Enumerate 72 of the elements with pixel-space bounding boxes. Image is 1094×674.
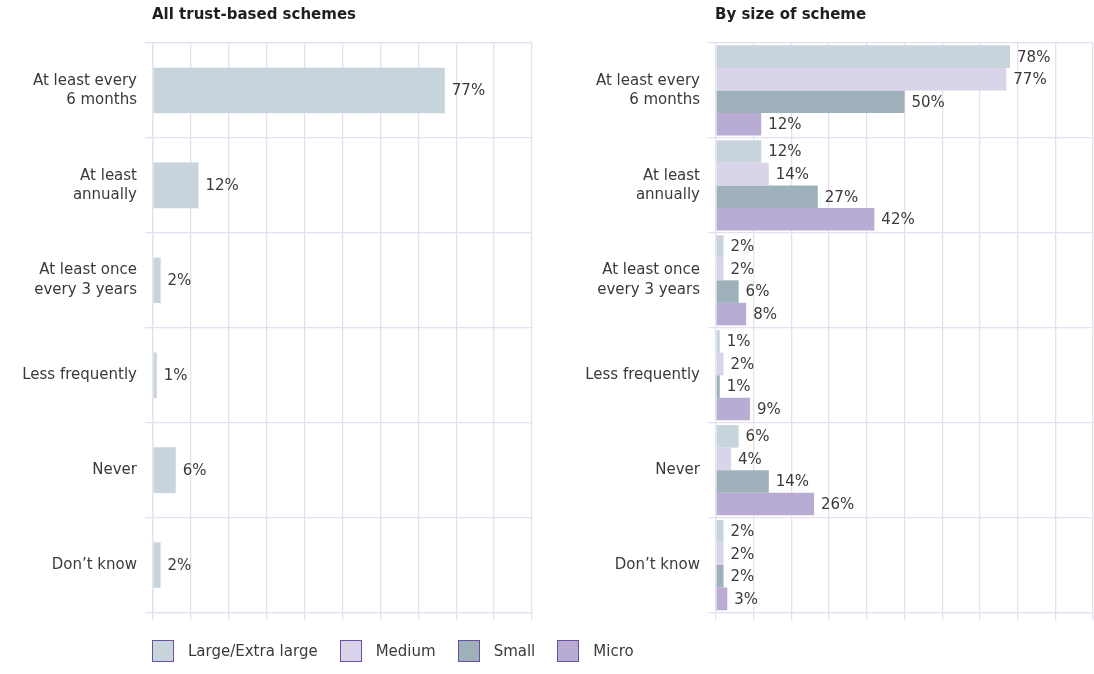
data-label: 14%	[775, 472, 810, 491]
data-label: 2%	[730, 259, 755, 278]
bar	[716, 492, 815, 516]
chart-title: All trust-based schemes	[152, 5, 357, 23]
data-label: 6%	[745, 282, 770, 301]
data-label: 12%	[768, 115, 802, 134]
bar	[153, 67, 445, 114]
data-label: 1%	[163, 366, 188, 385]
data-label: 6%	[182, 461, 207, 480]
data-label: 26%	[821, 494, 855, 513]
y-tick-label: Less frequently	[585, 365, 701, 384]
legend-label: Small	[493, 642, 536, 660]
data-label: 2%	[167, 271, 192, 290]
bar	[716, 519, 724, 543]
bar	[716, 90, 905, 113]
bar	[716, 113, 762, 136]
bar	[716, 185, 818, 208]
y-tick-label: Don’t know	[51, 554, 137, 573]
bar	[716, 45, 1011, 68]
bar	[716, 425, 739, 448]
bar	[716, 470, 769, 493]
bar	[716, 375, 720, 398]
bar	[716, 565, 724, 588]
bar	[153, 257, 161, 304]
bar	[153, 162, 199, 209]
y-tick-label: Don’t know	[614, 554, 700, 573]
data-label: 42%	[881, 210, 915, 229]
bar	[716, 302, 747, 326]
bar	[716, 140, 762, 163]
data-label: 8%	[753, 305, 777, 323]
y-tick-label: At least annually	[635, 165, 701, 204]
y-tick-label: At least every 6 months	[595, 70, 701, 109]
data-label: 6%	[745, 427, 770, 446]
legend-label: Large/Extra large	[188, 642, 318, 660]
data-label: 2%	[730, 354, 755, 373]
legend-label: Micro	[593, 642, 634, 660]
y-tick-label: Never	[655, 460, 701, 479]
bar	[716, 330, 720, 353]
data-label: 1%	[726, 377, 751, 396]
bar	[153, 352, 157, 398]
bar	[153, 542, 161, 588]
y-tick-label: At least every 6 months	[32, 70, 138, 109]
data-label: 2%	[730, 544, 755, 563]
data-label: 50%	[911, 92, 945, 111]
data-label: 14%	[775, 164, 810, 183]
bar	[716, 280, 739, 303]
bar	[716, 207, 875, 231]
data-label: 1%	[726, 332, 751, 351]
y-tick-label: At least annually	[72, 165, 138, 204]
data-label: 2%	[730, 237, 755, 256]
bar	[716, 587, 728, 611]
data-label: 78%	[1017, 47, 1051, 66]
y-tick-label: Less frequently	[22, 365, 138, 384]
data-label: 77%	[451, 81, 486, 100]
data-label: 27%	[824, 187, 859, 206]
y-tick-label: At least once every 3 years	[597, 260, 701, 298]
chart-title: By size of scheme	[715, 5, 867, 23]
bar	[716, 235, 724, 258]
data-label: 12%	[768, 142, 802, 161]
data-label: 4%	[738, 449, 762, 468]
data-label: 3%	[734, 589, 759, 608]
data-label: 9%	[756, 399, 781, 418]
bar	[153, 447, 176, 493]
data-label: 12%	[205, 176, 239, 195]
data-label: 77%	[1013, 70, 1047, 89]
y-tick-label: Never	[92, 460, 138, 479]
bar	[716, 397, 750, 421]
data-label: 2%	[730, 567, 755, 586]
data-label: 2%	[167, 555, 192, 574]
y-tick-label: At least once every 3 years	[34, 260, 138, 298]
legend-label: Medium	[375, 642, 436, 660]
data-label: 2%	[730, 522, 755, 541]
